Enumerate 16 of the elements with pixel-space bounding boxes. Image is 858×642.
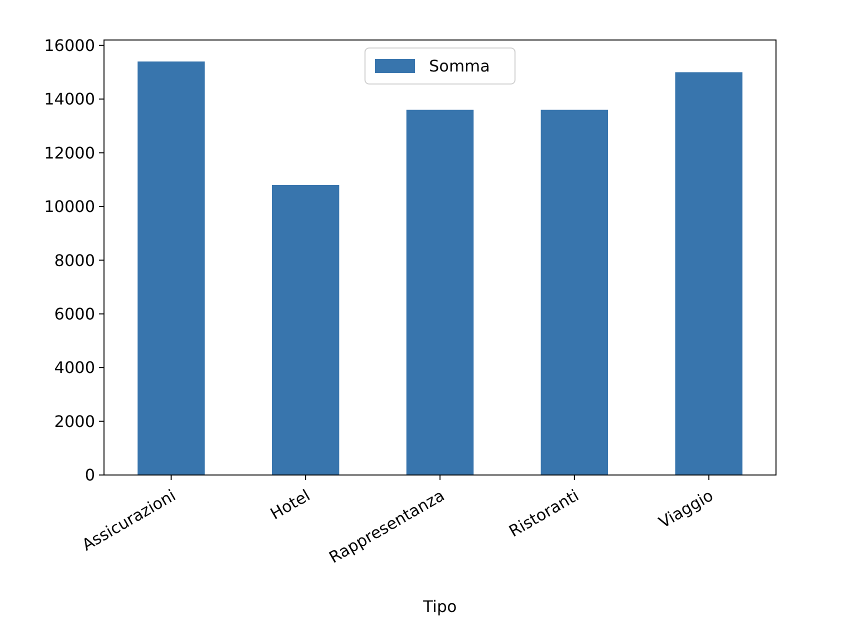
bar <box>272 185 340 475</box>
bar <box>406 110 474 475</box>
y-tick-label: 2000 <box>54 412 95 431</box>
y-tick-label: 16000 <box>44 36 95 55</box>
y-tick-label: 4000 <box>54 358 95 378</box>
x-axis-title: Tipo <box>422 597 457 616</box>
bar <box>675 72 742 475</box>
y-tick-label: 6000 <box>54 304 95 324</box>
y-tick-label: 0 <box>84 466 95 485</box>
legend-label: Somma <box>429 56 490 76</box>
y-tick-label: 8000 <box>54 250 95 270</box>
y-tick-label: 12000 <box>44 143 95 162</box>
y-tick-label: 10000 <box>44 197 95 216</box>
bar <box>540 110 608 475</box>
y-tick-label: 14000 <box>44 90 95 109</box>
bar <box>138 61 205 475</box>
